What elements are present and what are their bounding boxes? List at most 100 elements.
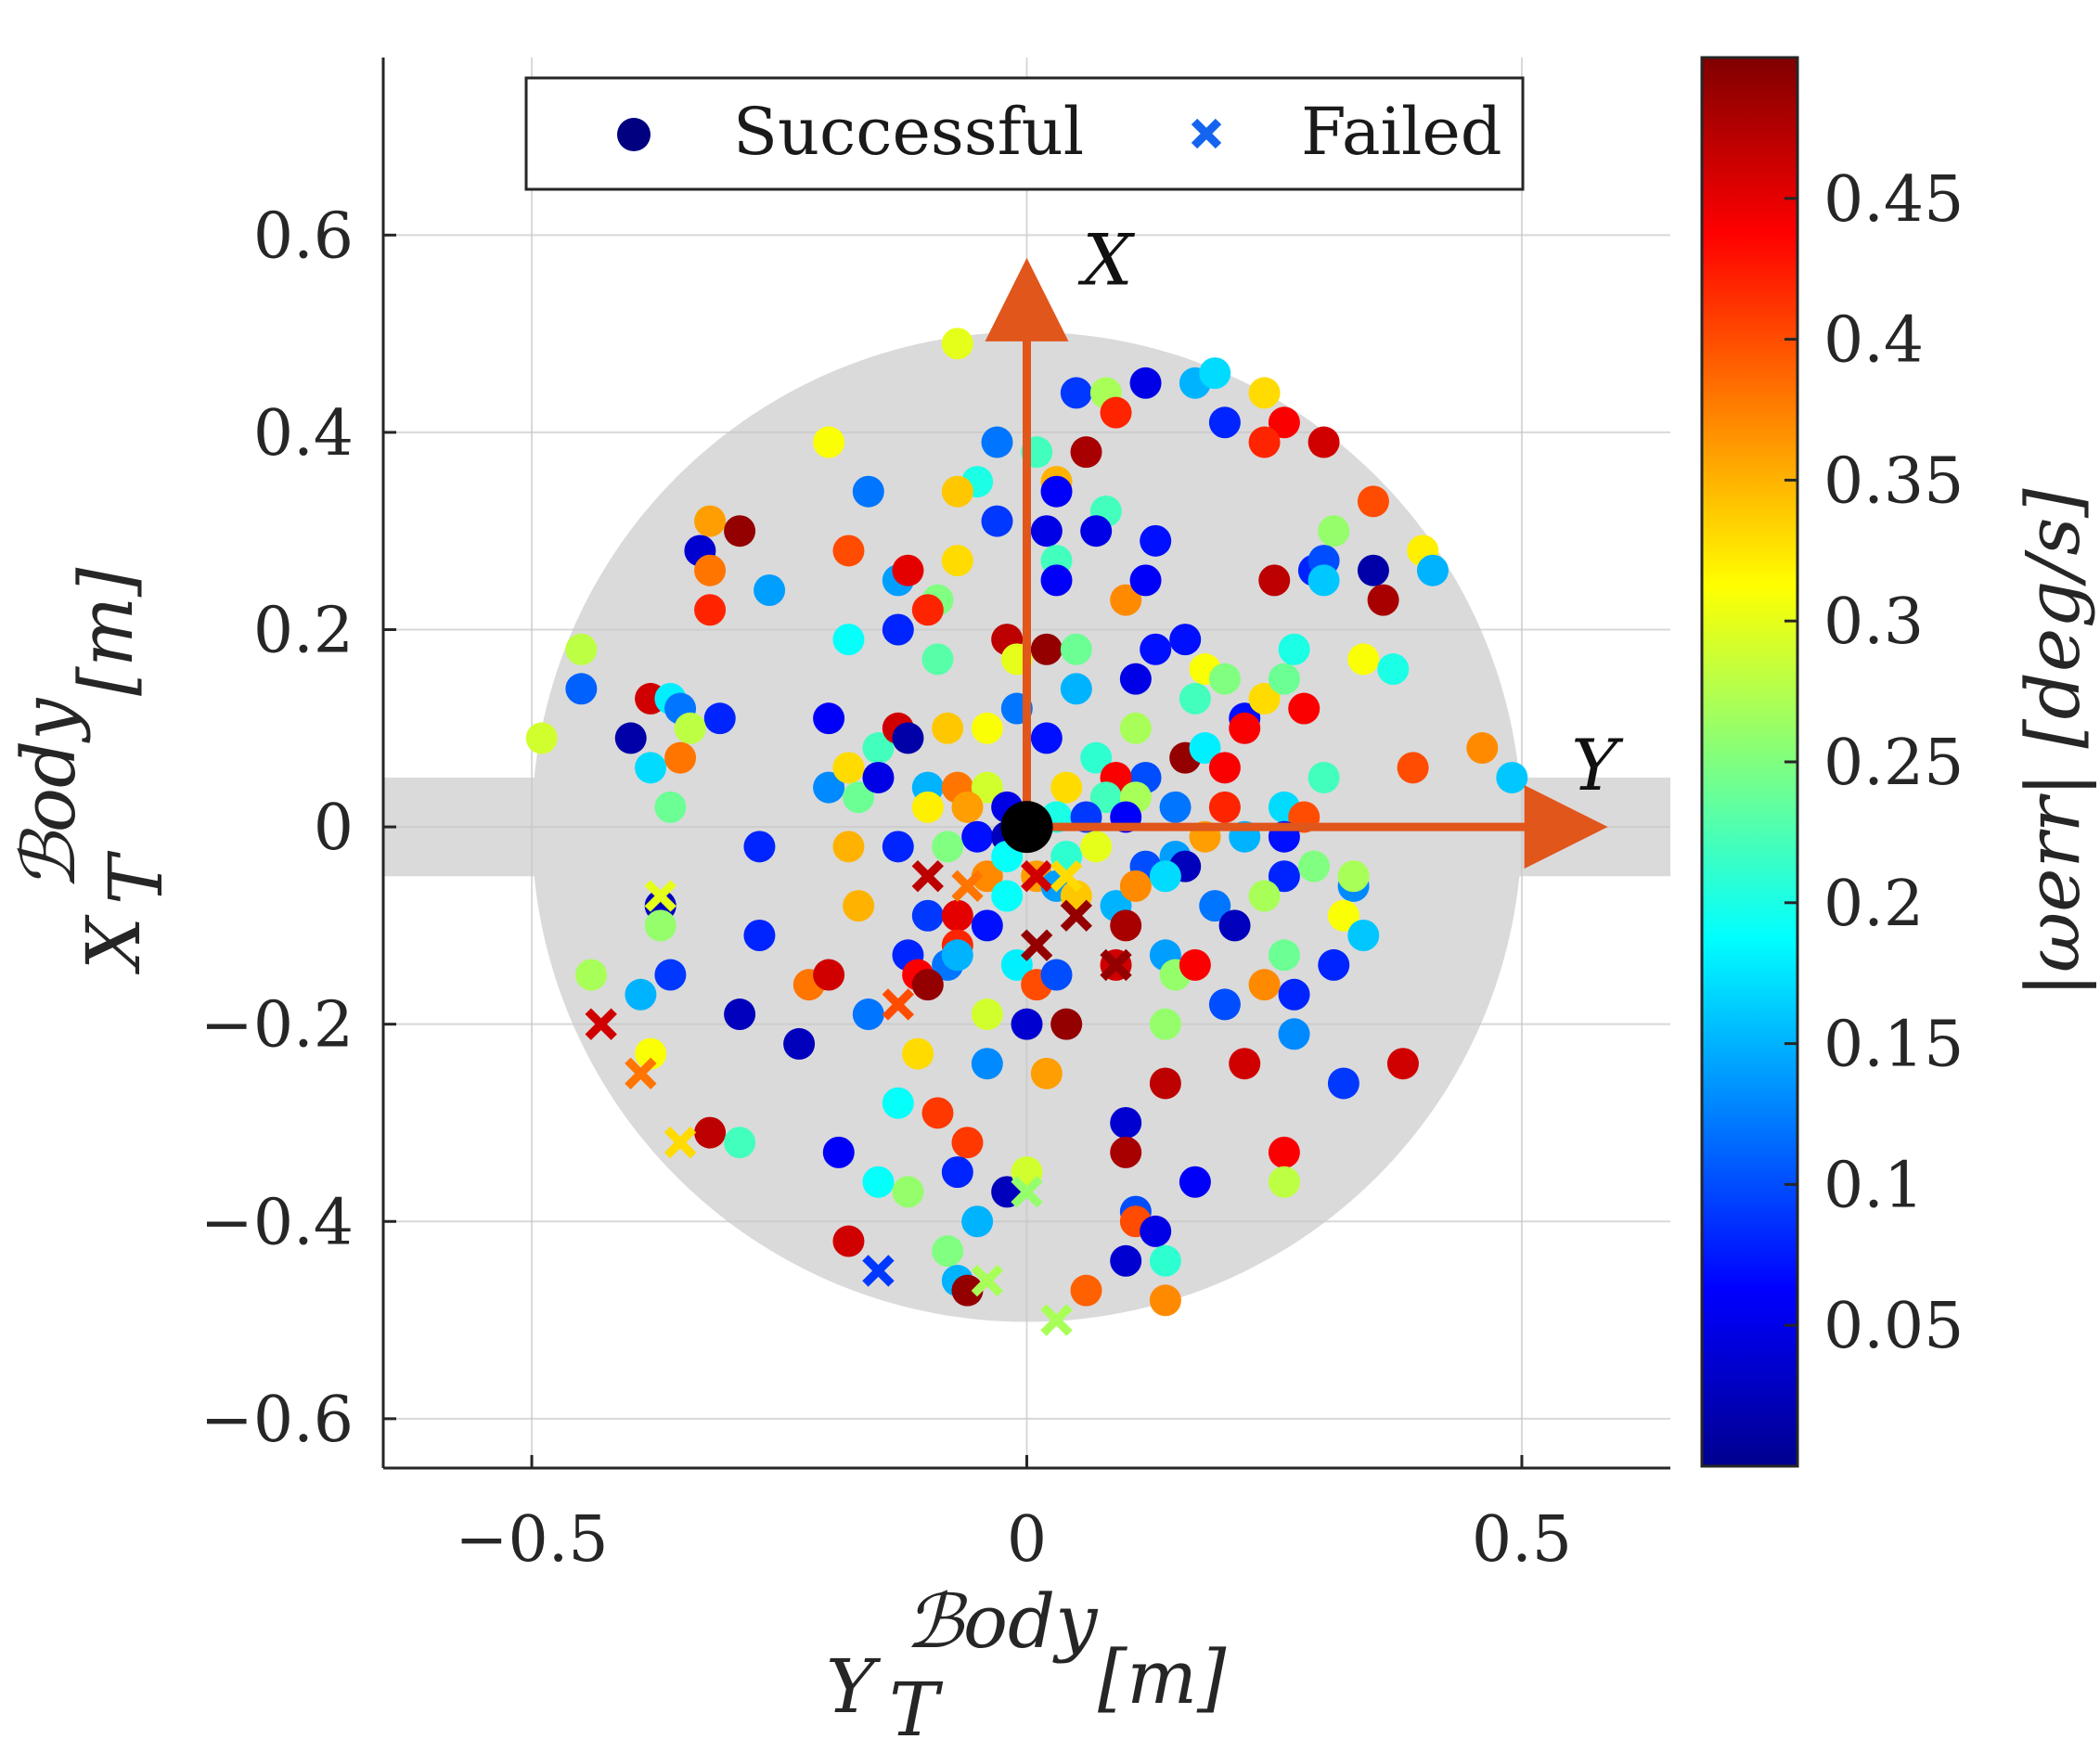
successful-point [911,791,944,823]
successful-point [1080,515,1113,548]
successful-point [941,939,973,972]
successful-point [1040,475,1073,508]
x-tick-label: 0.5 [1472,1503,1572,1577]
successful-point [1397,752,1429,784]
x-tick-label: 0 [1007,1503,1047,1577]
failed-point [1040,1304,1073,1336]
svg-text:Y: Y [826,1643,882,1730]
successful-point [625,978,657,1011]
data-points [525,328,1528,1336]
successful-point [813,959,845,991]
successful-point [1268,860,1300,893]
successful-point [813,771,845,804]
successful-point [565,673,598,705]
legend-failed-label: Failed [1301,94,1502,170]
successful-point [951,1274,984,1307]
y-arrow-label: Y [1571,724,1624,806]
successful-point [1278,633,1310,665]
successful-point [932,712,964,744]
successful-point [1179,948,1211,981]
successful-point [1229,1048,1261,1080]
successful-point [1208,663,1241,695]
colorbar-tick-label: 0.1 [1823,1149,1924,1222]
successful-point [1119,870,1152,902]
successful-point [724,1127,756,1159]
colorbar: 0.05 0.1 0.15 0.2 0.25 0.3 0.35 0.4 0.45 |ωerr| … [1700,56,2096,1468]
successful-point [1308,761,1340,793]
successful-point [1140,524,1172,557]
successful-point [1248,880,1281,912]
successful-point [941,545,973,577]
successful-point [971,998,1003,1031]
successful-point [1050,1008,1083,1040]
successful-point [1357,485,1389,518]
failed-point [585,1008,617,1040]
svg-text:|ωerr| [deg/s]: |ωerr| [deg/s] [2010,488,2096,998]
successful-point [1089,781,1122,814]
successful-point [1327,899,1359,932]
successful-point [1258,564,1291,597]
successful-point [971,771,1003,804]
successful-point [1318,515,1350,548]
successful-point [911,594,944,626]
failed-point [1060,899,1093,932]
failed-point [1020,929,1053,961]
successful-point [1268,406,1300,439]
successful-point [951,791,984,823]
successful-point [1297,850,1330,882]
successful-point [932,831,964,863]
successful-point [951,1127,984,1159]
y-tick-label: −0.6 [200,1384,354,1457]
successful-point [832,831,865,863]
axis-ticks [383,233,1524,1468]
successful-point [1149,1244,1181,1277]
successful-point [1248,426,1281,458]
failed-point [971,1264,1004,1297]
x-axis-label: Y T ℬody [m] [826,1578,1227,1752]
y-tick-label: 0.6 [253,200,354,273]
successful-point [932,1235,964,1268]
successful-point [1208,752,1241,784]
successful-point [832,752,865,784]
successful-point [694,594,727,626]
successful-point [1110,1106,1142,1139]
successful-point [1337,860,1370,893]
successful-point [1229,712,1261,744]
successful-point [1060,633,1092,665]
successful-point [1347,920,1380,952]
successful-point [1110,584,1142,616]
successful-point [892,554,924,586]
colorbar-tick-label: 0.15 [1823,1009,1964,1082]
successful-point [654,791,687,823]
successful-point [921,1097,954,1129]
successful-point [1199,890,1231,922]
successful-point [654,959,687,991]
colorbar-tick-label: 0.3 [1823,586,1924,659]
successful-point [1100,396,1132,429]
successful-point [575,959,608,991]
legend-successful-label: Successful [733,94,1084,170]
origin-marker [1000,801,1053,854]
successful-point [635,1037,667,1070]
successful-point [1347,643,1380,676]
successful-point [971,1048,1003,1080]
successful-point [1149,860,1181,893]
successful-point [1416,554,1449,586]
successful-point [1218,909,1251,942]
successful-point [1149,1008,1181,1040]
successful-point [911,899,944,932]
colorbar-tick-label: 0.25 [1823,727,1964,800]
successful-point [1011,1008,1043,1040]
successful-point [911,969,944,1001]
successful-point [892,722,924,754]
successful-point [694,505,727,537]
failed-point [663,1127,697,1159]
failed-point [951,870,984,903]
successful-point [1080,741,1113,774]
legend-box [524,76,1525,191]
successful-point [1080,831,1113,863]
successful-point [892,1176,924,1208]
successful-point [843,890,875,922]
colorbar-ticks: 0.05 0.1 0.15 0.2 0.25 0.3 0.35 0.4 0.45 [1784,163,1964,1363]
